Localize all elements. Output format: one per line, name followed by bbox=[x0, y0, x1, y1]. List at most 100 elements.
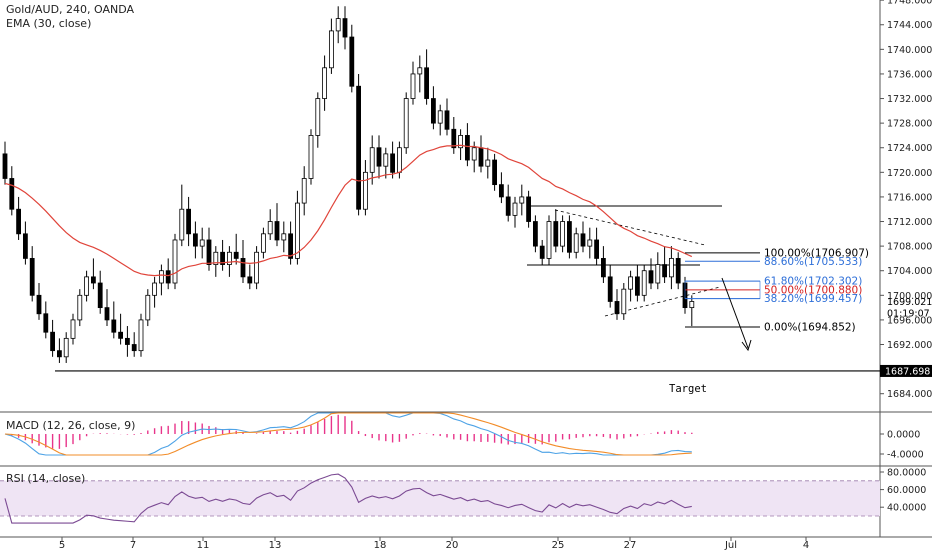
candle-body bbox=[492, 159, 498, 186]
candle-body bbox=[165, 270, 171, 284]
price-tick-label: 1692.000 bbox=[887, 340, 932, 351]
candle-body bbox=[186, 208, 192, 235]
candle-body bbox=[437, 110, 443, 124]
candle-body bbox=[410, 73, 416, 99]
macd-signal-line bbox=[4, 412, 692, 456]
macd-tick-label: -4.0000 bbox=[887, 450, 924, 461]
candle-body bbox=[233, 251, 239, 259]
candle-body bbox=[648, 270, 654, 284]
countdown-label: 01:19:07 bbox=[887, 308, 930, 319]
support-price-tag bbox=[880, 364, 932, 377]
candle-body bbox=[587, 239, 593, 247]
time-tick-label: 4 bbox=[803, 540, 809, 550]
candle-body bbox=[424, 67, 430, 99]
candle-body bbox=[628, 276, 633, 290]
candle-body bbox=[662, 264, 667, 278]
candle-body bbox=[641, 270, 647, 296]
candle-body bbox=[172, 239, 178, 284]
candle-body bbox=[138, 319, 144, 352]
projection-arrow bbox=[721, 277, 749, 349]
candle-body bbox=[328, 30, 334, 69]
candle-body bbox=[84, 276, 89, 296]
candle-body bbox=[451, 128, 457, 149]
time-tick-label: 27 bbox=[624, 540, 637, 550]
price-tick-label: 1724.000 bbox=[887, 143, 932, 154]
candle-body bbox=[580, 233, 586, 247]
fib-level-label: 88.60%(1705.533) bbox=[764, 256, 862, 268]
candle-body bbox=[464, 135, 470, 161]
candle-body bbox=[118, 331, 123, 339]
candle-body bbox=[526, 196, 531, 222]
candle-body bbox=[396, 147, 402, 173]
candle-body bbox=[614, 301, 620, 315]
candle-body bbox=[417, 67, 423, 75]
candle-body bbox=[43, 313, 49, 333]
time-tick-label: 5 bbox=[59, 540, 65, 550]
candle-body bbox=[281, 233, 287, 241]
candle-body bbox=[70, 319, 76, 339]
candle-body bbox=[240, 258, 246, 278]
candle-body bbox=[22, 233, 28, 259]
candle-body bbox=[63, 337, 69, 358]
candle-body bbox=[362, 171, 368, 210]
candle-body bbox=[97, 282, 103, 309]
candle-body bbox=[539, 245, 545, 259]
projection-arrowhead bbox=[741, 339, 752, 352]
candle-body bbox=[356, 85, 362, 210]
candle-body bbox=[91, 276, 96, 284]
candle-body bbox=[689, 301, 695, 309]
candle-body bbox=[342, 18, 348, 38]
candle-body bbox=[601, 258, 606, 278]
rsi-tick-label: 60.0000 bbox=[887, 485, 926, 496]
time-tick-label: 11 bbox=[197, 540, 210, 550]
candle-body bbox=[145, 294, 151, 321]
price-tick-label: 1720.000 bbox=[887, 168, 932, 179]
candle-body bbox=[267, 221, 273, 235]
candle-body bbox=[179, 208, 185, 241]
candle-body bbox=[458, 135, 464, 149]
price-tick-label: 1696.000 bbox=[887, 315, 932, 326]
candle-body bbox=[199, 239, 205, 247]
target-label: Target bbox=[669, 383, 707, 395]
candle-body bbox=[192, 233, 198, 247]
candle-body bbox=[125, 337, 130, 345]
candle-body bbox=[553, 221, 559, 247]
candle-body bbox=[444, 110, 450, 130]
rsi-line bbox=[4, 473, 692, 524]
candle-body bbox=[104, 307, 110, 321]
rsi-title: RSI (14, close) bbox=[6, 472, 86, 485]
last-price-label: 1699.021 bbox=[887, 297, 932, 308]
candle-body bbox=[29, 258, 35, 296]
candle-body bbox=[9, 178, 15, 210]
price-tick-label: 1740.000 bbox=[887, 45, 932, 56]
candle-body bbox=[247, 276, 253, 284]
candle-body bbox=[301, 178, 307, 204]
candle-body bbox=[478, 147, 484, 167]
candle-body bbox=[152, 282, 158, 296]
ema-legend: EMA (30, close) bbox=[6, 17, 92, 30]
fib-level-label: 61.80%(1702.302) bbox=[764, 276, 862, 288]
candle-body bbox=[206, 239, 212, 265]
candle-body bbox=[16, 208, 22, 235]
price-tick-label: 1700.000 bbox=[887, 291, 932, 302]
price-tick-label: 1736.000 bbox=[887, 69, 932, 80]
price-tick-label: 1704.000 bbox=[887, 266, 932, 277]
time-tick-label: 18 bbox=[374, 540, 387, 550]
price-tick-label: 1748.000 bbox=[887, 0, 932, 7]
candle-body bbox=[220, 251, 226, 265]
candle-body bbox=[546, 221, 552, 259]
time-tick-label: Jul bbox=[724, 540, 737, 550]
candle-body bbox=[533, 221, 538, 247]
pattern-upper-dashed bbox=[554, 209, 706, 246]
candle-body bbox=[50, 331, 55, 352]
price-tick-label: 1712.000 bbox=[887, 217, 932, 228]
candle-body bbox=[403, 98, 409, 149]
candle-body bbox=[567, 221, 572, 253]
candle-body bbox=[315, 98, 321, 136]
macd-title: MACD (12, 26, close, 9) bbox=[6, 419, 136, 432]
rsi-band bbox=[0, 480, 880, 516]
time-tick-label: 7 bbox=[130, 540, 136, 550]
candle-body bbox=[349, 36, 355, 87]
price-tick-label: 1744.000 bbox=[887, 20, 932, 31]
